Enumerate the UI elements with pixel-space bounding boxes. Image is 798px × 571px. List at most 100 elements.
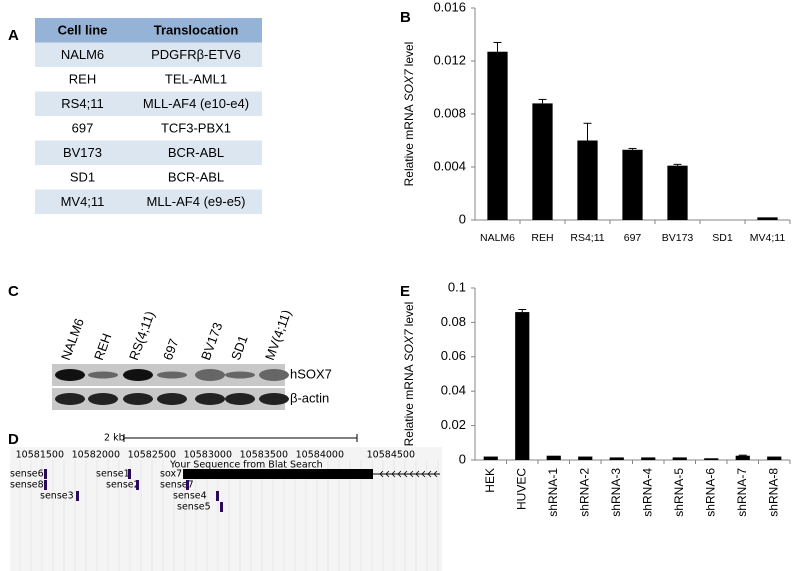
strand-arrow — [427, 470, 432, 478]
strand-arrow — [421, 470, 426, 478]
bar — [641, 457, 656, 460]
feature-mark — [136, 480, 139, 490]
x-tick-label: shRNA-1 — [546, 468, 560, 517]
table-cell: 697 — [72, 121, 94, 136]
x-tick-label: SD1 — [712, 232, 733, 244]
band-label: β-actin — [290, 390, 329, 405]
lane-label: NALM6 — [58, 316, 87, 362]
x-tick-label: shRNA-5 — [672, 468, 686, 517]
panel-label: B — [400, 9, 411, 26]
bar — [577, 140, 598, 220]
bar — [609, 457, 624, 460]
table-row-bg — [35, 42, 262, 67]
coordinate: 10584500 — [367, 450, 415, 461]
y-tick-label: 0.02 — [441, 417, 466, 432]
coordinate: 10584000 — [296, 450, 344, 461]
y-tick-label: 0.012 — [433, 52, 466, 67]
table-header: Translocation — [154, 23, 239, 38]
y-label-part: level — [402, 42, 416, 67]
y-tick-label: 0.016 — [433, 0, 466, 14]
bar — [672, 457, 687, 460]
table-cell: TCF3-PBX1 — [161, 121, 231, 136]
table-cell: RS4;11 — [61, 96, 103, 111]
x-tick-label: REH — [531, 232, 553, 244]
feature-mark — [76, 491, 79, 501]
strand-arrow — [397, 470, 402, 478]
bar — [483, 456, 498, 460]
coordinate: 10581500 — [16, 450, 64, 461]
bar — [578, 456, 593, 460]
feature-label: sense1 — [96, 469, 130, 480]
strand-arrow — [409, 470, 414, 478]
x-tick-label: shRNA-6 — [703, 468, 717, 517]
table-cell: TEL-AML1 — [165, 72, 227, 87]
x-tick-label: shRNA-8 — [766, 468, 780, 517]
y-tick-label: 0.008 — [433, 105, 466, 120]
table-row-bg — [35, 116, 262, 141]
x-tick-label: shRNA-2 — [577, 468, 591, 517]
table-cell: MLL-AF4 (e9-e5) — [147, 194, 246, 209]
x-tick-label: 697 — [624, 232, 642, 244]
y-label-italic: SOX7 — [402, 328, 416, 361]
blot-band — [259, 393, 289, 405]
y-tick-label: 0 — [459, 211, 466, 226]
feature-mark — [128, 469, 131, 479]
coordinate: 10583500 — [240, 450, 288, 461]
feature-label: sense4 — [173, 491, 207, 502]
coordinate: 10583000 — [184, 450, 232, 461]
table-header: Cell line — [58, 23, 108, 38]
genome-background — [10, 447, 442, 571]
table-cell: BCR-ABL — [168, 170, 224, 185]
y-tick-label: 0.06 — [441, 348, 466, 363]
table-row-bg — [35, 165, 262, 190]
panel-label: E — [400, 283, 410, 300]
y-tick-label: 0.04 — [441, 383, 466, 398]
table-cell: REH — [69, 72, 96, 87]
feature-mark — [220, 502, 223, 512]
lane-label: 697 — [160, 337, 182, 363]
band-label: hSOX7 — [290, 366, 332, 381]
blot-band — [123, 393, 153, 405]
bar — [487, 51, 508, 220]
x-tick-label: HUVEC — [514, 468, 528, 510]
feature-mark — [44, 469, 47, 479]
x-tick-label: shRNA-7 — [735, 468, 749, 517]
bar — [532, 103, 553, 220]
x-tick-label: shRNA-4 — [640, 468, 654, 517]
blot-band — [55, 393, 85, 405]
lane-label: REH — [91, 331, 114, 362]
feature-mark — [44, 480, 47, 490]
panel-label: A — [8, 27, 19, 44]
blot-band — [195, 369, 225, 381]
coordinate: 10582500 — [128, 450, 176, 461]
coordinate: 10582000 — [72, 450, 120, 461]
lane-label: MV(4;11) — [262, 308, 294, 362]
scale-label: 2 kb — [104, 433, 125, 444]
feature-label: sense3 — [40, 491, 74, 502]
strand-arrow — [385, 470, 390, 478]
table-cell: BV173 — [63, 145, 102, 160]
bar — [622, 149, 643, 220]
strand-arrow — [403, 470, 408, 478]
y-label-italic: SOX7 — [402, 68, 416, 101]
y-label-part: Relative mRNA — [402, 104, 416, 186]
table-cell: MLL-AF4 (e10-e4) — [143, 96, 249, 111]
y-tick-label: 0.1 — [448, 279, 466, 294]
feature-label: sense7 — [160, 480, 194, 491]
blot-band — [88, 371, 118, 379]
blot-band — [157, 393, 187, 405]
blot-band — [55, 369, 85, 381]
lane-label: SD1 — [228, 333, 251, 362]
table-header-bg — [35, 18, 262, 43]
gene-block — [183, 469, 373, 479]
feature-label: sense5 — [177, 502, 211, 513]
lane-label: BV173 — [198, 320, 225, 362]
table-cell: SD1 — [70, 170, 95, 185]
x-tick-label: shRNA-3 — [609, 468, 623, 517]
table-cell: BCR-ABL — [168, 145, 224, 160]
y-axis-label: Relative mRNA SOX7level — [402, 302, 416, 447]
x-tick-label: RS4;11 — [570, 232, 604, 244]
table-cell: PDGFRβ-ETV6 — [151, 47, 241, 62]
blot-band — [225, 371, 255, 379]
y-tick-label: 0.004 — [433, 158, 466, 173]
